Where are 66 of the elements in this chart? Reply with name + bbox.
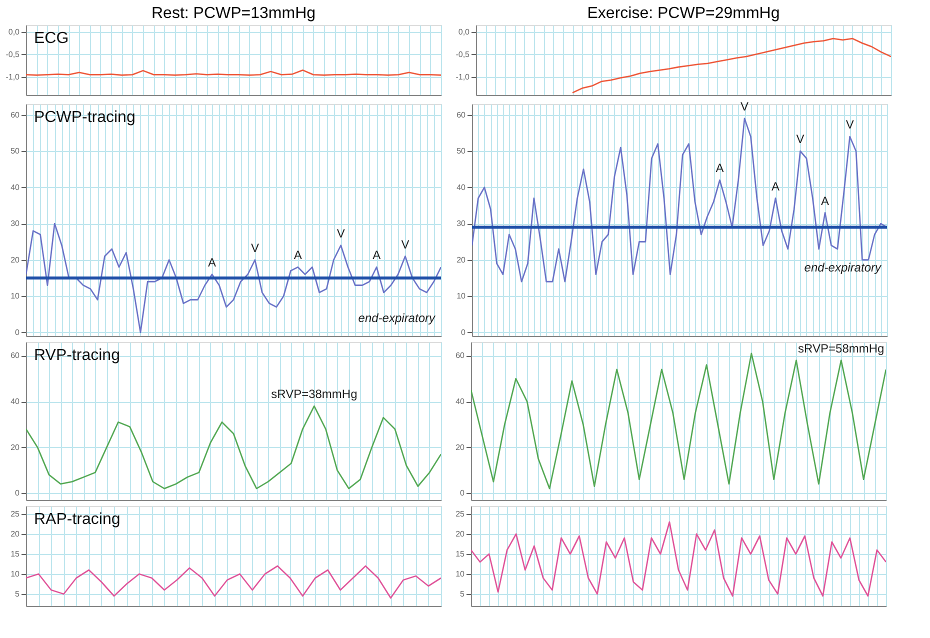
y-tick-label: 60 — [456, 351, 466, 360]
y-tick-label: 5 — [460, 590, 466, 598]
data-label: V — [401, 237, 410, 252]
y-tick-label: 50 — [10, 146, 20, 156]
y-tick-label: 15 — [10, 550, 20, 558]
line-series — [572, 38, 891, 94]
data-label: V — [740, 100, 749, 114]
data-label: A — [208, 255, 216, 270]
annotation: ECG — [34, 30, 69, 47]
y-tick-label: 25 — [10, 510, 20, 518]
line-series — [472, 118, 887, 282]
y-tick-label: 50 — [456, 146, 466, 156]
y-tick-label: -1,0 — [456, 72, 470, 82]
y-tick-label: 40 — [456, 397, 466, 406]
y-tick-label: 30 — [456, 219, 466, 228]
data-label: A — [294, 248, 302, 262]
y-tick-label: 20 — [456, 530, 466, 538]
y-tick-label: 20 — [456, 255, 466, 264]
y-tick-label: 0 — [460, 488, 466, 498]
y-tick-label: -0,5 — [456, 50, 470, 59]
y-tick-label: 10 — [456, 570, 466, 578]
y-tick-label: 0,0 — [458, 27, 470, 36]
y-tick-label: 40 — [456, 182, 466, 192]
ref-line-label: end-expiratory — [804, 260, 882, 274]
y-tick-label: 20 — [456, 442, 466, 452]
y-tick-label: 60 — [456, 110, 466, 120]
data-label: V — [250, 240, 259, 255]
data-label: A — [716, 161, 724, 176]
data-label: A — [372, 248, 381, 262]
y-tick-label: 30 — [10, 219, 20, 228]
y-tick-label: 10 — [10, 292, 20, 301]
y-tick-label: 5 — [15, 590, 20, 598]
annotation: RVP-tracing — [34, 347, 120, 364]
y-tick-label: 15 — [456, 550, 466, 558]
y-tick-label: 0 — [15, 328, 20, 337]
annotation: RAP-tracing — [34, 511, 120, 528]
y-tick-label: 40 — [10, 182, 20, 192]
y-tick-label: 10 — [10, 570, 20, 578]
line-series — [26, 565, 441, 599]
line-series — [471, 521, 886, 597]
data-label: sRVP=38mmHg — [271, 387, 358, 402]
y-tick-label: -0,5 — [6, 50, 20, 59]
data-label: V — [846, 118, 854, 132]
y-tick-label: 60 — [10, 110, 20, 120]
y-tick-label: 40 — [10, 397, 20, 406]
y-tick-label: 0 — [461, 328, 466, 337]
annotation: PCWP-tracing — [34, 109, 136, 126]
y-tick-label: 20 — [10, 255, 20, 264]
y-tick-label: -1,0 — [6, 72, 20, 82]
y-tick-label: 20 — [10, 530, 20, 538]
data-label: sRVP=58mmHg — [798, 341, 884, 356]
y-tick-label: 10 — [456, 292, 466, 301]
y-tick-label: 20 — [10, 442, 20, 452]
data-label: V — [336, 226, 345, 240]
y-tick-label: 0,0 — [8, 27, 20, 36]
line-series — [26, 405, 441, 490]
data-label: A — [772, 179, 780, 194]
ref-line-label: end-expiratory — [358, 311, 436, 325]
y-tick-label: 25 — [456, 510, 466, 518]
line-series — [26, 222, 441, 334]
chart-title: Rest: PCWP=13mmHg — [151, 5, 316, 22]
chart-title: Exercise: PCWP=29mmHg — [587, 5, 780, 22]
y-tick-label: 60 — [10, 351, 20, 360]
y-tick-label: 0 — [15, 488, 20, 498]
data-label: A — [821, 194, 830, 208]
data-label: V — [796, 132, 804, 146]
